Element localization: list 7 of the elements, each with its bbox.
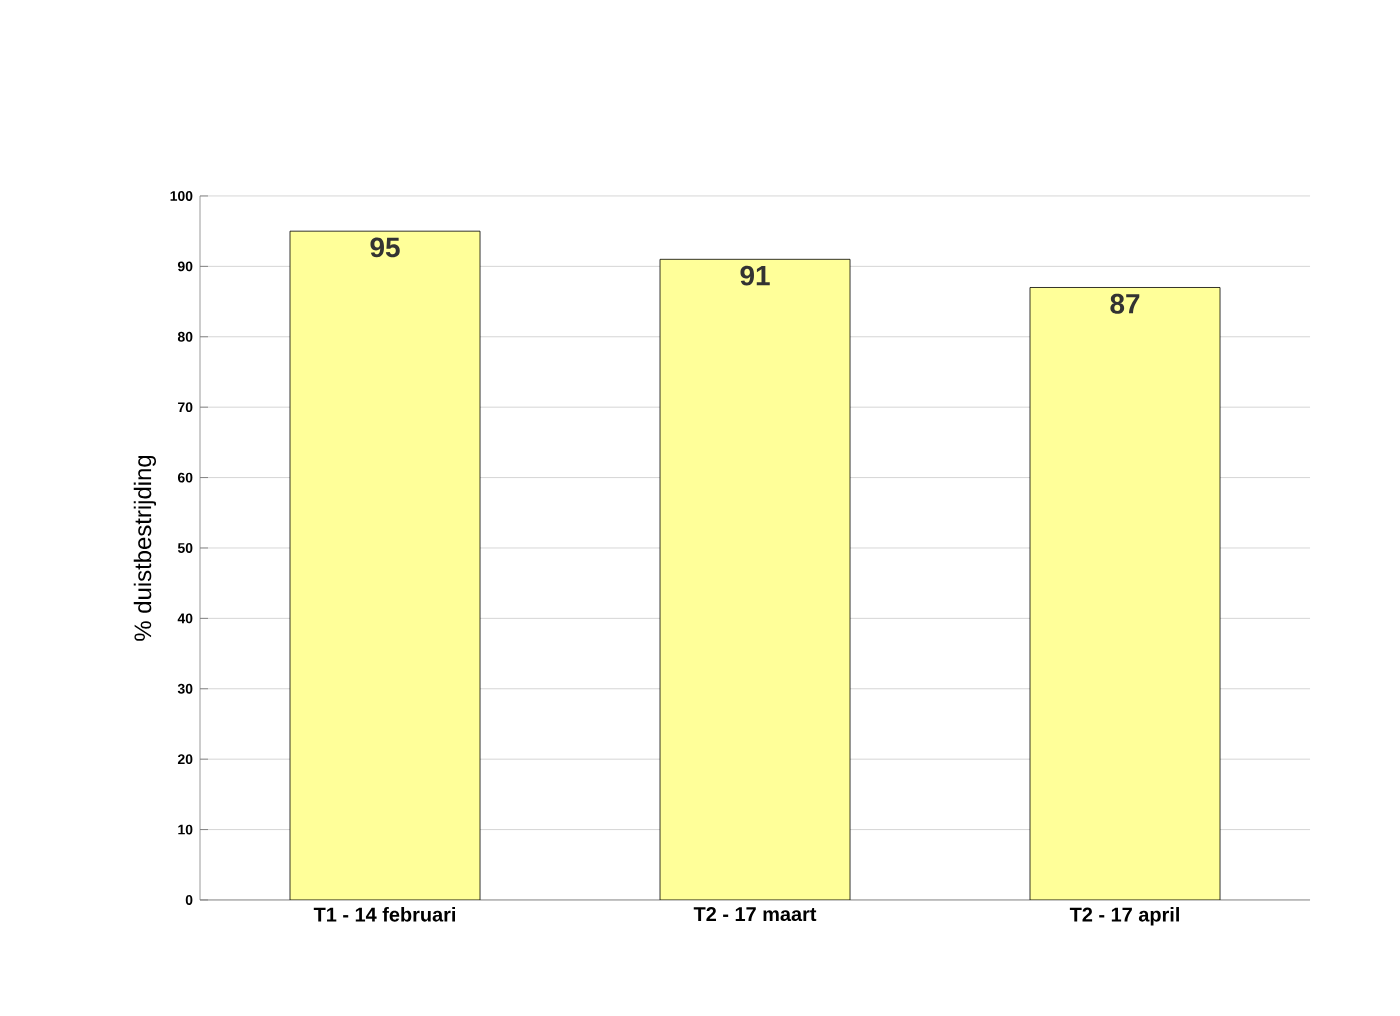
data-label: 95 <box>370 237 400 258</box>
data-label: 87 <box>1110 293 1140 314</box>
data-label: 91 <box>740 265 770 286</box>
x-tick-label: T2 - 17 maart <box>693 907 817 922</box>
x-tick-label: T2 - 17 april <box>1069 907 1179 926</box>
y-axis-title: % duistbestrijding <box>133 455 157 641</box>
x-tick-label: T1 - 14 februari <box>313 907 455 922</box>
